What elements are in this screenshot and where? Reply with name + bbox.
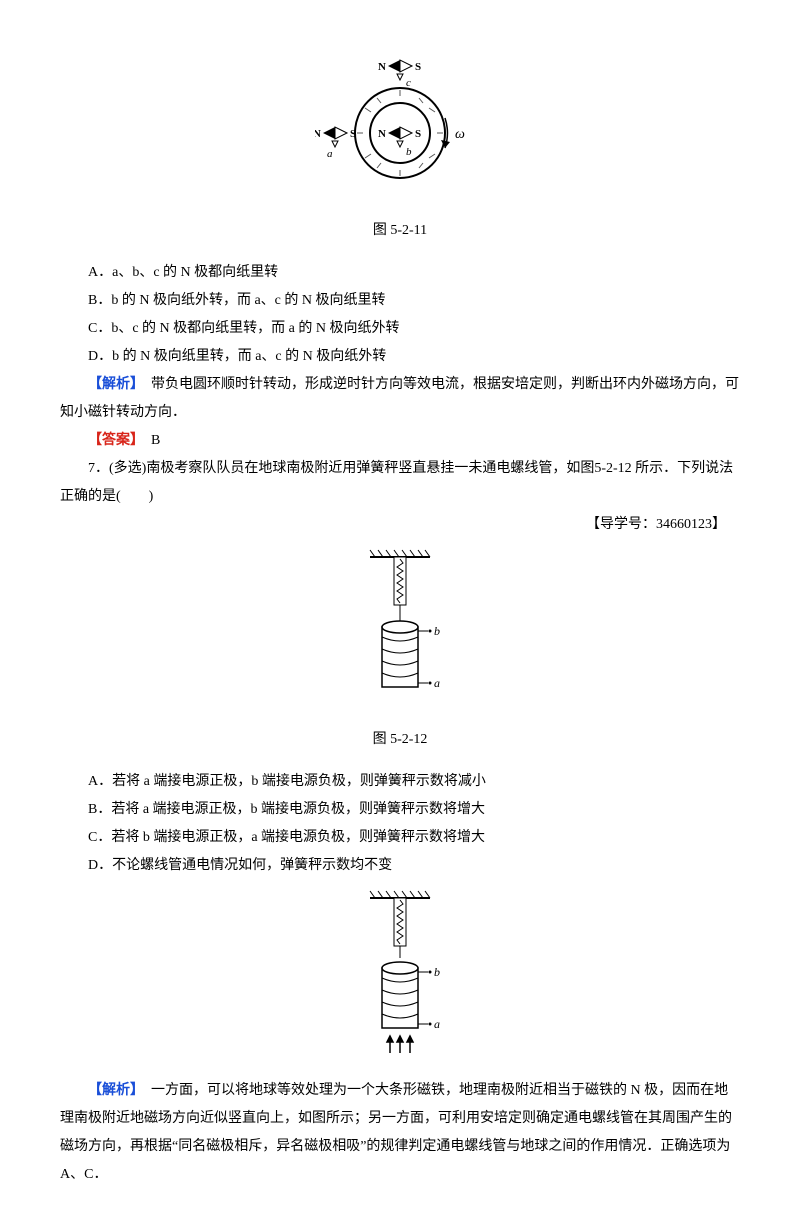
figure-analysis-solenoid: b a [60, 888, 740, 1069]
figure-5-2-11: ω N S c N S b N S a [60, 48, 740, 209]
svg-text:c: c [406, 77, 411, 89]
svg-text:S: S [415, 61, 421, 73]
figure-5-2-11-caption: 图 5-2-11 [60, 217, 740, 245]
analysis-label: 【解析】 [88, 377, 137, 392]
spring-solenoid-diagram: b a [350, 547, 450, 707]
svg-text:N: N [378, 128, 386, 140]
q7-option-a: A．若将 a 端接电源正极，b 端接电源负极，则弹簧秤示数将减小 [60, 768, 740, 796]
q6-answer: 【答案】 B [60, 427, 740, 455]
q6-option-a: A．a、b、c 的 N 极都向纸里转 [60, 259, 740, 287]
analysis-label-2: 【解析】 [88, 1083, 137, 1098]
omega-label: ω [455, 127, 465, 142]
figure-5-2-12: b a [60, 547, 740, 718]
q7-reference-number: 【导学号：34660123】 [60, 511, 740, 539]
analysis-text-2: 一方面，可以将地球等效处理为一个大条形磁铁，地理南极附近相当于磁铁的 N 极，因… [60, 1083, 732, 1182]
q7-option-d: D．不论螺线管通电情况如何，弹簧秤示数均不变 [60, 852, 740, 880]
q7-option-c: C．若将 b 端接电源正极，a 端接电源负极，则弹簧秤示数将增大 [60, 824, 740, 852]
svg-text:b: b [434, 624, 440, 638]
q6-analysis: 【解析】 带负电圆环顺时针转动，形成逆时针方向等效电流，根据安培定则，判断出环内… [60, 371, 740, 427]
svg-text:b: b [434, 965, 440, 979]
q6-option-c: C．b、c 的 N 极都向纸里转，而 a 的 N 极向纸外转 [60, 315, 740, 343]
answer-text: B [137, 433, 160, 448]
svg-text:S: S [415, 128, 421, 140]
q7-analysis: 【解析】 一方面，可以将地球等效处理为一个大条形磁铁，地理南极附近相当于磁铁的 … [60, 1077, 740, 1189]
svg-text:a: a [327, 148, 333, 160]
spring-solenoid-field-diagram: b a [350, 888, 450, 1058]
q6-option-b: B．b 的 N 极向纸外转，而 a、c 的 N 极向纸里转 [60, 287, 740, 315]
answer-label: 【答案】 [88, 433, 137, 448]
svg-text:a: a [434, 1017, 440, 1031]
analysis-text: 带负电圆环顺时针转动，形成逆时针方向等效电流，根据安培定则，判断出环内外磁场方向… [60, 377, 739, 420]
svg-text:N: N [315, 128, 321, 140]
q6-option-d: D．b 的 N 极向纸里转，而 a、c 的 N 极向纸外转 [60, 343, 740, 371]
figure-5-2-12-caption: 图 5-2-12 [60, 726, 740, 754]
q7-option-b: B．若将 a 端接电源正极，b 端接电源负极，则弹簧秤示数将增大 [60, 796, 740, 824]
q7-stem: 7．(多选)南极考察队队员在地球南极附近用弹簧秤竖直悬挂一未通电螺线管，如图5-… [60, 455, 740, 511]
svg-text:b: b [406, 146, 412, 158]
svg-text:N: N [378, 61, 386, 73]
ring-compass-diagram: ω N S c N S b N S a [315, 48, 485, 198]
svg-text:a: a [434, 676, 440, 690]
svg-text:S: S [350, 128, 356, 140]
